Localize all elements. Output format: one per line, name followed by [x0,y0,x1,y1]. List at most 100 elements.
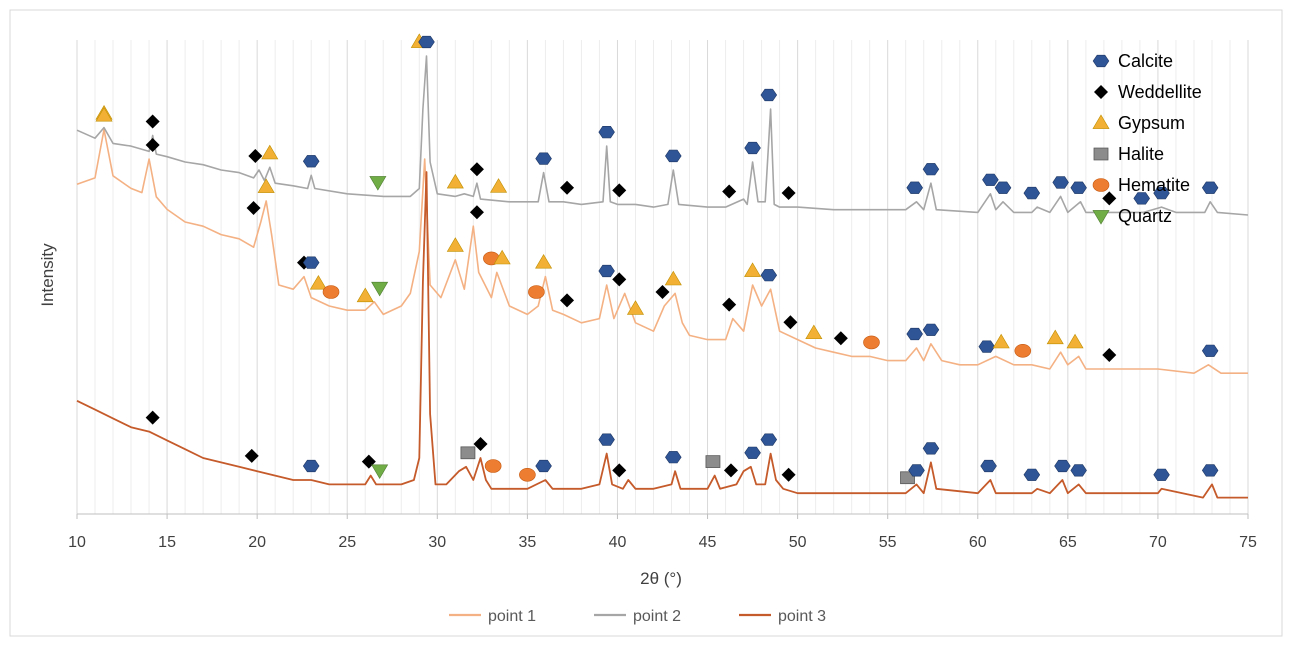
marker-calcite [665,149,682,163]
marker-quartz [371,281,389,297]
marker-weddellite [560,293,575,308]
marker-calcite [1133,192,1150,205]
marker-hematite [484,459,502,473]
marker-calcite [982,173,999,186]
marker-gypsum [490,178,508,193]
marker-calcite [1052,176,1069,189]
marker-gypsum [257,178,275,193]
marker-hematite [322,285,340,299]
marker-gypsum [626,300,645,315]
marker-calcite [906,181,923,194]
marker-calcite [418,35,435,49]
marker-calcite [744,446,761,459]
chart-frame [9,9,1283,637]
legend-hematite-icon [1092,178,1110,192]
marker-calcite [302,155,320,168]
marker-calcite [1023,468,1041,481]
marker-calcite [760,88,778,102]
marker-weddellite [655,285,670,299]
marker-hematite [528,285,545,299]
x-tick-label: 55 [879,534,897,551]
marker-calcite [760,433,778,446]
marker-calcite [1153,468,1170,481]
marker-weddellite [612,183,627,198]
legend-quartz-label: Quartz [1118,206,1172,226]
x-tick-label: 25 [338,534,356,551]
marker-calcite [760,269,778,282]
legend-weddellite-label: Weddellite [1118,82,1202,102]
series-legend: point 1 point 2 point 3 [449,608,826,625]
marker-calcite [922,163,940,176]
marker-calcite [1201,181,1219,194]
marker-calcite [1201,464,1219,477]
marker-gypsum [744,262,762,277]
marker-calcite [1023,186,1041,200]
marker-calcite [906,327,923,341]
marker-quartz [371,464,389,479]
marker-calcite [665,451,682,464]
y-axis-label: Intensity [38,243,57,307]
marker-calcite [598,126,615,139]
marker-gypsum [992,333,1010,349]
marker-weddellite [612,272,627,287]
marker-calcite [922,442,940,455]
marker-hematite [1014,343,1032,358]
marker-weddellite [833,331,848,346]
marker-gypsum [493,249,511,265]
legend-label-point-1: point 1 [488,608,536,625]
marker-weddellite [244,448,259,463]
x-tick-label: 10 [68,534,86,551]
marker-weddellite [145,114,160,129]
legend-gypsum-icon [1092,114,1110,129]
legend-hematite-label: Hematite [1118,175,1190,195]
marker-calcite [922,323,940,336]
legend-weddellite-icon [1094,85,1108,99]
legend-gypsum-label: Gypsum [1118,113,1185,133]
series-line-point-2 [76,55,1249,216]
marker-weddellite [1102,348,1117,362]
marker-calcite [598,433,615,446]
grid-lines [76,40,1249,514]
x-tick-label: 15 [158,534,176,551]
marker-weddellite [145,410,160,425]
marker-calcite [302,256,320,269]
marker-calcite [535,459,552,473]
marker-weddellite [469,162,484,177]
x-tick-label: 60 [969,534,987,551]
marker-calcite [302,459,320,473]
legend-halite-icon [1093,147,1109,161]
marker-weddellite [781,467,796,482]
marker-hematite [519,467,536,482]
marker-calcite [598,264,615,278]
x-tick-label: 20 [248,534,266,551]
marker-gypsum [805,324,823,340]
marker-calcite [908,464,925,477]
marker-calcite [535,152,552,165]
legend-calcite-icon [1092,54,1110,68]
marker-calcite [1070,464,1087,477]
marker-weddellite [781,186,796,201]
marker-gypsum [535,254,553,269]
x-tick-label: 40 [609,534,627,551]
marker-weddellite [248,148,263,163]
marker-calcite [978,340,996,353]
marker-calcite [1070,181,1087,194]
marker-weddellite [1102,191,1117,206]
legend-calcite-label: Calcite [1118,51,1173,71]
marker-weddellite [723,463,738,478]
marker-gypsum [95,107,113,122]
marker-gypsum [1066,333,1084,349]
x-tick-label: 70 [1149,534,1167,551]
marker-weddellite [473,437,488,451]
series-line-point-3 [76,171,1248,499]
phase-markers [95,33,1219,485]
phase-legend: Calcite Weddellite Gypsum Halite Hematite Qua… [1092,51,1202,226]
marker-gypsum [261,144,279,160]
x-tick-label: 75 [1239,534,1257,551]
marker-calcite [994,181,1012,194]
marker-weddellite [612,463,627,478]
legend-label-point-2: point 2 [633,608,681,625]
x-tick-label: 45 [699,534,717,551]
marker-calcite [744,141,761,155]
